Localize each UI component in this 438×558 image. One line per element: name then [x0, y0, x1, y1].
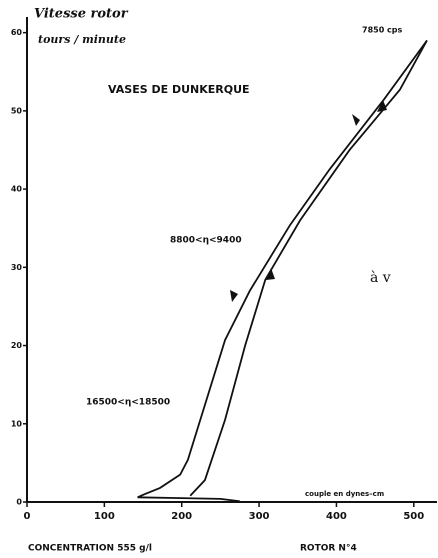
y-tick-label: 0 [16, 498, 22, 507]
y-tick-label: 60 [11, 28, 23, 37]
x-tick-label: 300 [249, 511, 270, 522]
chart-title: VASES DE DUNKERQUE [108, 83, 250, 96]
y-tick-label: 20 [11, 341, 23, 350]
footer: CONCENTRATION 555 g/l [28, 544, 152, 554]
line [137, 39, 428, 503]
annotation: 7850 cps [362, 26, 403, 35]
x-tick-label: 500 [403, 511, 424, 522]
arrow [230, 290, 238, 302]
y-label: tours / minute [38, 33, 126, 46]
y-label: Vitesse rotor [34, 7, 129, 22]
x-label: couple en dynes–cm [305, 490, 384, 498]
footer: ROTOR N°4 [300, 544, 357, 554]
y-tick-label: 10 [11, 419, 23, 428]
x-tick-label: 0 [24, 511, 31, 522]
x-tick-label: 200 [171, 511, 192, 522]
y-tick-label: 50 [11, 106, 23, 115]
annotation: à v [370, 269, 391, 286]
line [189, 40, 428, 497]
arrow [352, 114, 360, 126]
y-tick-label: 30 [11, 263, 23, 272]
y-tick-label: 40 [11, 185, 23, 194]
x-tick-label: 400 [326, 511, 347, 522]
x-tick-label: 100 [94, 511, 115, 522]
arrow [266, 268, 275, 280]
annotation: 8800<η<9400 [170, 236, 242, 246]
annotation: 16500<η<18500 [86, 398, 170, 408]
